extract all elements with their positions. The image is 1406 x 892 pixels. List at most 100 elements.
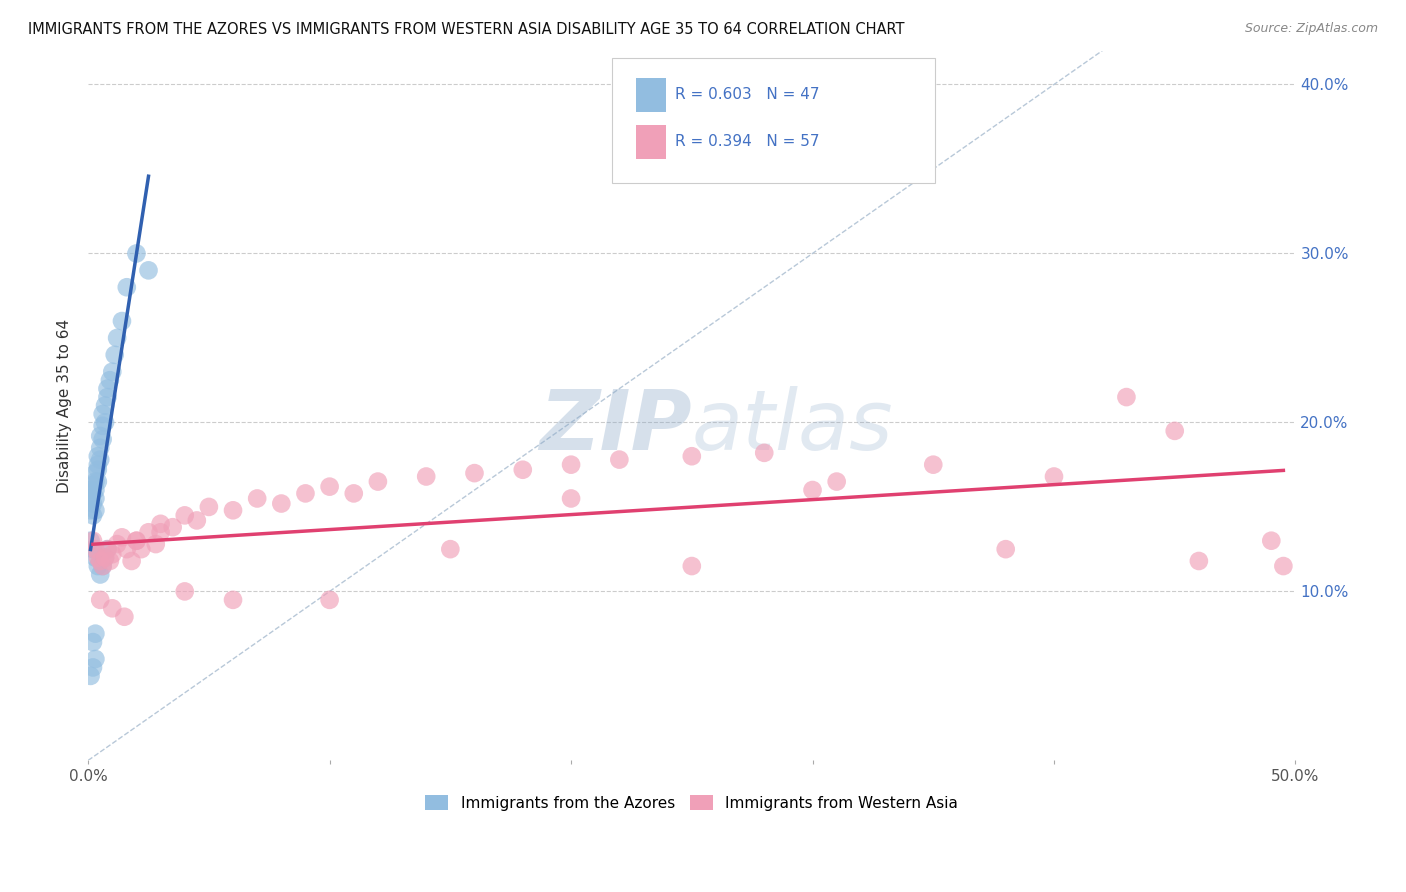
Point — [96, 382, 118, 396]
Point — [115, 280, 138, 294]
Point — [1188, 554, 1211, 568]
Point — [609, 452, 631, 467]
Point — [82, 660, 104, 674]
Point — [318, 480, 340, 494]
Point — [222, 503, 245, 517]
Point — [91, 559, 114, 574]
Text: IMMIGRANTS FROM THE AZORES VS IMMIGRANTS FROM WESTERN ASIA DISABILITY AGE 35 TO : IMMIGRANTS FROM THE AZORES VS IMMIGRANTS… — [28, 22, 904, 37]
Point — [91, 407, 114, 421]
Point — [186, 513, 208, 527]
Point — [681, 559, 703, 574]
Point — [82, 486, 104, 500]
Y-axis label: Disability Age 35 to 64: Disability Age 35 to 64 — [58, 318, 72, 492]
Point — [91, 559, 114, 574]
Point — [994, 542, 1017, 557]
Point — [82, 635, 104, 649]
Point — [96, 390, 118, 404]
Point — [87, 475, 110, 489]
Point — [94, 416, 117, 430]
Point — [101, 547, 124, 561]
Point — [98, 554, 121, 568]
Point — [222, 592, 245, 607]
Point — [89, 452, 111, 467]
Text: ZIP: ZIP — [538, 386, 692, 467]
Point — [79, 533, 101, 548]
Point — [1164, 424, 1187, 438]
Point — [270, 497, 292, 511]
Point — [560, 491, 582, 506]
Point — [84, 466, 107, 480]
Point — [115, 542, 138, 557]
Point — [79, 491, 101, 506]
Point — [84, 550, 107, 565]
Point — [294, 486, 316, 500]
Point — [318, 592, 340, 607]
Point — [1115, 390, 1137, 404]
Point — [162, 520, 184, 534]
Point — [89, 429, 111, 443]
Point — [145, 537, 167, 551]
Point — [84, 483, 107, 497]
Point — [343, 486, 366, 500]
Point — [125, 246, 148, 260]
Text: R = 0.603   N = 47: R = 0.603 N = 47 — [675, 87, 820, 102]
Point — [112, 609, 135, 624]
Point — [922, 458, 945, 472]
Point — [79, 503, 101, 517]
Text: Source: ZipAtlas.com: Source: ZipAtlas.com — [1244, 22, 1378, 36]
Point — [84, 542, 107, 557]
Point — [94, 550, 117, 565]
Point — [173, 508, 195, 523]
Point — [89, 567, 111, 582]
Point — [439, 542, 461, 557]
Point — [104, 348, 127, 362]
Point — [84, 491, 107, 506]
Point — [512, 463, 534, 477]
Point — [82, 533, 104, 548]
Point — [825, 475, 848, 489]
Point — [94, 550, 117, 565]
Point — [87, 550, 110, 565]
Point — [79, 483, 101, 497]
Point — [105, 331, 128, 345]
Point — [82, 497, 104, 511]
Point — [801, 483, 824, 497]
Point — [82, 542, 104, 557]
Point — [87, 458, 110, 472]
Point — [82, 508, 104, 523]
Point — [129, 542, 152, 557]
Point — [84, 652, 107, 666]
Point — [415, 469, 437, 483]
Point — [681, 449, 703, 463]
Point — [246, 491, 269, 506]
Text: R = 0.394   N = 57: R = 0.394 N = 57 — [675, 135, 820, 149]
Point — [101, 601, 124, 615]
Point — [89, 554, 111, 568]
Legend: Immigrants from the Azores, Immigrants from Western Asia: Immigrants from the Azores, Immigrants f… — [419, 789, 965, 816]
Point — [89, 441, 111, 455]
Point — [84, 475, 107, 489]
Point — [111, 314, 134, 328]
Point — [121, 554, 143, 568]
Point — [87, 559, 110, 574]
Text: atlas: atlas — [692, 386, 893, 467]
Point — [91, 433, 114, 447]
Point — [91, 418, 114, 433]
Point — [367, 475, 389, 489]
Point — [101, 365, 124, 379]
Point — [96, 542, 118, 557]
Point — [138, 263, 160, 277]
Point — [198, 500, 221, 514]
Point — [463, 466, 485, 480]
Point — [82, 478, 104, 492]
Point — [96, 542, 118, 557]
Point — [79, 669, 101, 683]
Point — [84, 626, 107, 640]
Point — [138, 525, 160, 540]
Point — [105, 537, 128, 551]
Point — [94, 399, 117, 413]
Point — [754, 446, 776, 460]
Point — [87, 463, 110, 477]
Point — [1272, 559, 1295, 574]
Point — [98, 373, 121, 387]
